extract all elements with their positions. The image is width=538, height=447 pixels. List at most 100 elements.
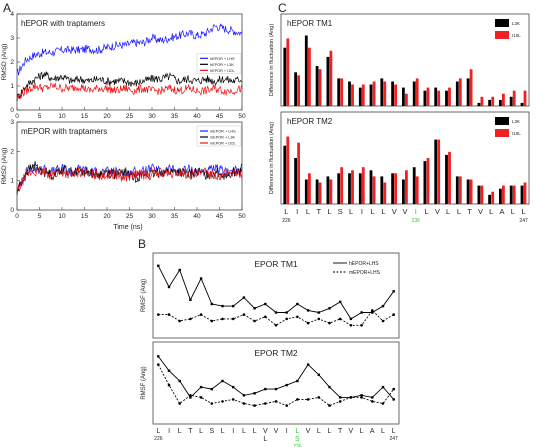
legend-label: mEPOR + L3K: [210, 136, 235, 140]
bar-l3k-22: [520, 185, 524, 204]
bar-i10l-22: [523, 90, 527, 106]
bar-l3k-2: [304, 179, 308, 204]
bar-l3k-20: [499, 188, 502, 204]
bar-i10l-21: [512, 90, 516, 106]
series-line-mepor-l3k: [16, 161, 243, 194]
bar-l3k-2: [304, 35, 308, 106]
bar-l3k-8: [369, 84, 373, 106]
x-tick-label: 20: [103, 113, 111, 120]
data-point: [157, 355, 160, 358]
bar-i10l-1: [297, 75, 300, 106]
legend-swatch-i10l: [495, 31, 509, 39]
x-tick-label: 45: [216, 213, 224, 220]
bar-i10l-6: [351, 170, 354, 204]
legend-label: hEPOR + I10L: [210, 69, 235, 73]
data-point: [232, 304, 235, 308]
residue-label: I: [361, 207, 363, 216]
residue-label: L: [327, 207, 331, 216]
data-point: [381, 385, 385, 389]
data-point: [199, 396, 203, 399]
legend-label: mEPOR+LHS: [349, 270, 381, 276]
bar-l3k-14: [434, 87, 438, 106]
data-point: [285, 311, 288, 314]
data-point: [317, 396, 321, 399]
series-line-hepor-l3k: [16, 71, 243, 102]
mutation-label: L: [263, 436, 267, 443]
plot-frame-B2: [152, 341, 400, 425]
x-tick-label: 10: [58, 113, 66, 120]
data-point: [328, 321, 331, 325]
x-tick-label: 25: [126, 113, 134, 120]
bar-l3k-6: [348, 173, 351, 204]
data-point: [199, 277, 203, 280]
bar-l3k-4: [326, 176, 330, 204]
residue-label: L: [156, 428, 160, 435]
x-tick-label: 45: [216, 113, 224, 120]
data-point: [242, 296, 246, 299]
data-point: [274, 311, 278, 314]
panel-label-b: B: [138, 237, 146, 251]
data-point: [306, 363, 310, 366]
data-point: [274, 387, 278, 391]
legend-label: hEPOR + L3K: [210, 63, 234, 67]
bar-l3k-13: [423, 161, 427, 204]
residue-label: L: [360, 428, 364, 435]
data-point: [167, 369, 171, 372]
y-tick-label: 1: [10, 178, 14, 185]
series-line-mepor-i10l: [16, 167, 242, 192]
bar-l3k-1: [294, 158, 297, 204]
residue-label: L: [306, 207, 310, 216]
legend-label: L3K: [512, 21, 520, 26]
bar-i10l-7: [361, 84, 365, 106]
bar-l3k-19: [488, 99, 491, 106]
y-tick-label: 4: [10, 11, 14, 18]
residue-label: S: [209, 428, 214, 435]
residue-label: T: [467, 207, 472, 216]
bar-l3k-21: [509, 96, 513, 106]
data-point: [371, 311, 374, 314]
x-tick-label: 40: [193, 113, 201, 120]
bar-l3k-22: [520, 102, 524, 106]
panel-label-a: A: [3, 1, 11, 15]
residue-label: I: [415, 207, 417, 216]
bar-l3k-14: [434, 139, 438, 204]
data-point: [242, 394, 246, 397]
residue-label: V: [392, 207, 397, 216]
data-point: [306, 398, 310, 401]
bar-i10l-21: [512, 185, 516, 204]
y-tick-label: 3: [10, 35, 14, 42]
residue-label: A: [370, 428, 375, 435]
bar-l3k-11: [402, 87, 405, 106]
data-point: [210, 319, 214, 323]
residue-label: I: [232, 428, 234, 435]
data-point: [231, 317, 235, 321]
data-point: [221, 379, 224, 383]
data-point: [253, 307, 256, 310]
y-axis-label-A2: RMSD (Ang): [1, 148, 8, 185]
bar-i10l-16: [458, 176, 462, 204]
series-line-hepor-lhs: [16, 23, 243, 76]
x-tick-label: 20: [103, 213, 111, 220]
bar-i10l-15: [448, 87, 451, 106]
data-point: [242, 313, 246, 316]
data-point: [296, 315, 299, 319]
data-point: [349, 324, 353, 327]
bar-l3k-11: [402, 179, 405, 204]
residue-label: L: [199, 428, 203, 435]
residue-label: L: [317, 428, 321, 435]
bar-i10l-3: [318, 69, 322, 106]
data-point: [264, 302, 267, 306]
data-point: [371, 396, 374, 399]
y-tick-label: 2: [10, 59, 14, 66]
plot-frame-B1: [152, 252, 400, 339]
x-tick-label: 30: [148, 213, 156, 220]
x-tick-label: 0: [15, 213, 19, 220]
bar-l3k-18: [477, 185, 481, 204]
bar-i10l-9: [383, 81, 387, 106]
bar-l3k-3: [315, 179, 319, 204]
x-tick-label: 25: [126, 213, 134, 220]
x-tick-label: 15: [81, 113, 89, 120]
bar-i10l-11: [405, 170, 408, 204]
bar-l3k-16: [455, 176, 459, 204]
